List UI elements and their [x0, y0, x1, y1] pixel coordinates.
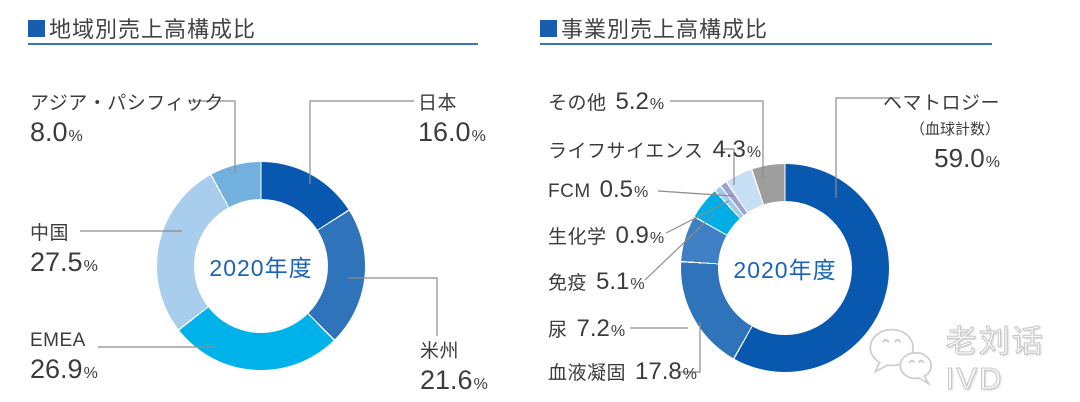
value-americas: 21.6	[420, 365, 473, 395]
wechat-icon	[869, 328, 932, 386]
region-center-label: 2020年度	[209, 255, 313, 281]
value-china: 27.5	[30, 247, 83, 277]
label-urinalysis: 尿 7.2%	[548, 315, 626, 342]
percent-sign: %	[746, 144, 762, 161]
right-chart-title: 事業別売上高構成比	[540, 12, 768, 44]
value-biochemistry: 0.9	[615, 222, 649, 249]
segment-center-label: 2020年度	[733, 257, 837, 283]
value-coagulation: 17.8	[635, 358, 682, 385]
label-china: 中国 27.5%	[30, 223, 98, 277]
title-square-icon	[540, 19, 557, 37]
left-chart-title-text: 地域別売上高構成比	[49, 17, 257, 42]
percent-sign: %	[83, 365, 98, 382]
value-asia-pacific: 8.0	[30, 117, 68, 147]
percent-sign: %	[649, 230, 665, 247]
percent-sign: %	[83, 258, 98, 275]
value-urinalysis: 7.2	[576, 315, 610, 342]
value-fcm: 0.5	[599, 176, 634, 203]
label-emea: EMEA 26.9%	[30, 330, 98, 384]
label-japan: 日本 16.0%	[418, 93, 486, 147]
segment-donut-hole: 2020年度	[718, 201, 852, 335]
segment-donut-chart: 2020年度	[681, 164, 889, 372]
left-title-underline	[28, 43, 478, 45]
percent-sign: %	[473, 376, 488, 393]
left-chart-title: 地域別売上高構成比	[28, 12, 256, 44]
label-biochemistry: 生化学 0.9%	[548, 222, 665, 249]
percent-sign: %	[630, 276, 645, 293]
percent-sign: %	[634, 184, 649, 201]
leader-line-japan	[309, 100, 414, 184]
right-title-underline	[540, 43, 992, 45]
label-others: その他 5.2%	[548, 88, 665, 115]
value-life-science: 4.3	[712, 136, 746, 163]
title-square-icon	[28, 19, 45, 37]
right-chart-title-text: 事業別売上高構成比	[561, 17, 769, 42]
label-coagulation: 血液凝固 17.8%	[548, 358, 697, 385]
label-fcm: FCM 0.5%	[548, 176, 649, 203]
value-hematology: 59.0	[934, 143, 985, 173]
percent-sign: %	[682, 366, 697, 383]
label-hematology: ヘマトロジー （血球計数） 59.0%	[882, 93, 1000, 173]
region-donut-chart: 2020年度	[157, 162, 365, 370]
percent-sign: %	[610, 323, 626, 340]
watermark: 老刘话IVD	[866, 316, 1080, 397]
percent-sign: %	[985, 154, 1000, 171]
percent-sign: %	[471, 128, 486, 145]
value-japan: 16.0	[418, 117, 471, 147]
label-immunology: 免疫 5.1%	[548, 268, 645, 295]
percent-sign: %	[68, 128, 83, 145]
percent-sign: %	[649, 96, 665, 113]
watermark-text: 老刘话IVD	[945, 324, 1045, 397]
region-donut-hole: 2020年度	[194, 199, 328, 333]
label-hematology-sub: （血球計数）	[909, 121, 1000, 138]
label-americas: 米州 21.6%	[420, 341, 488, 395]
value-others: 5.2	[615, 88, 649, 115]
value-immunology: 5.1	[596, 268, 630, 295]
value-emea: 26.9	[30, 354, 83, 384]
label-asia-pacific: アジア・パシフィック 8.0%	[30, 93, 224, 147]
label-life-science: ライフサイエンス 4.3%	[548, 136, 762, 163]
